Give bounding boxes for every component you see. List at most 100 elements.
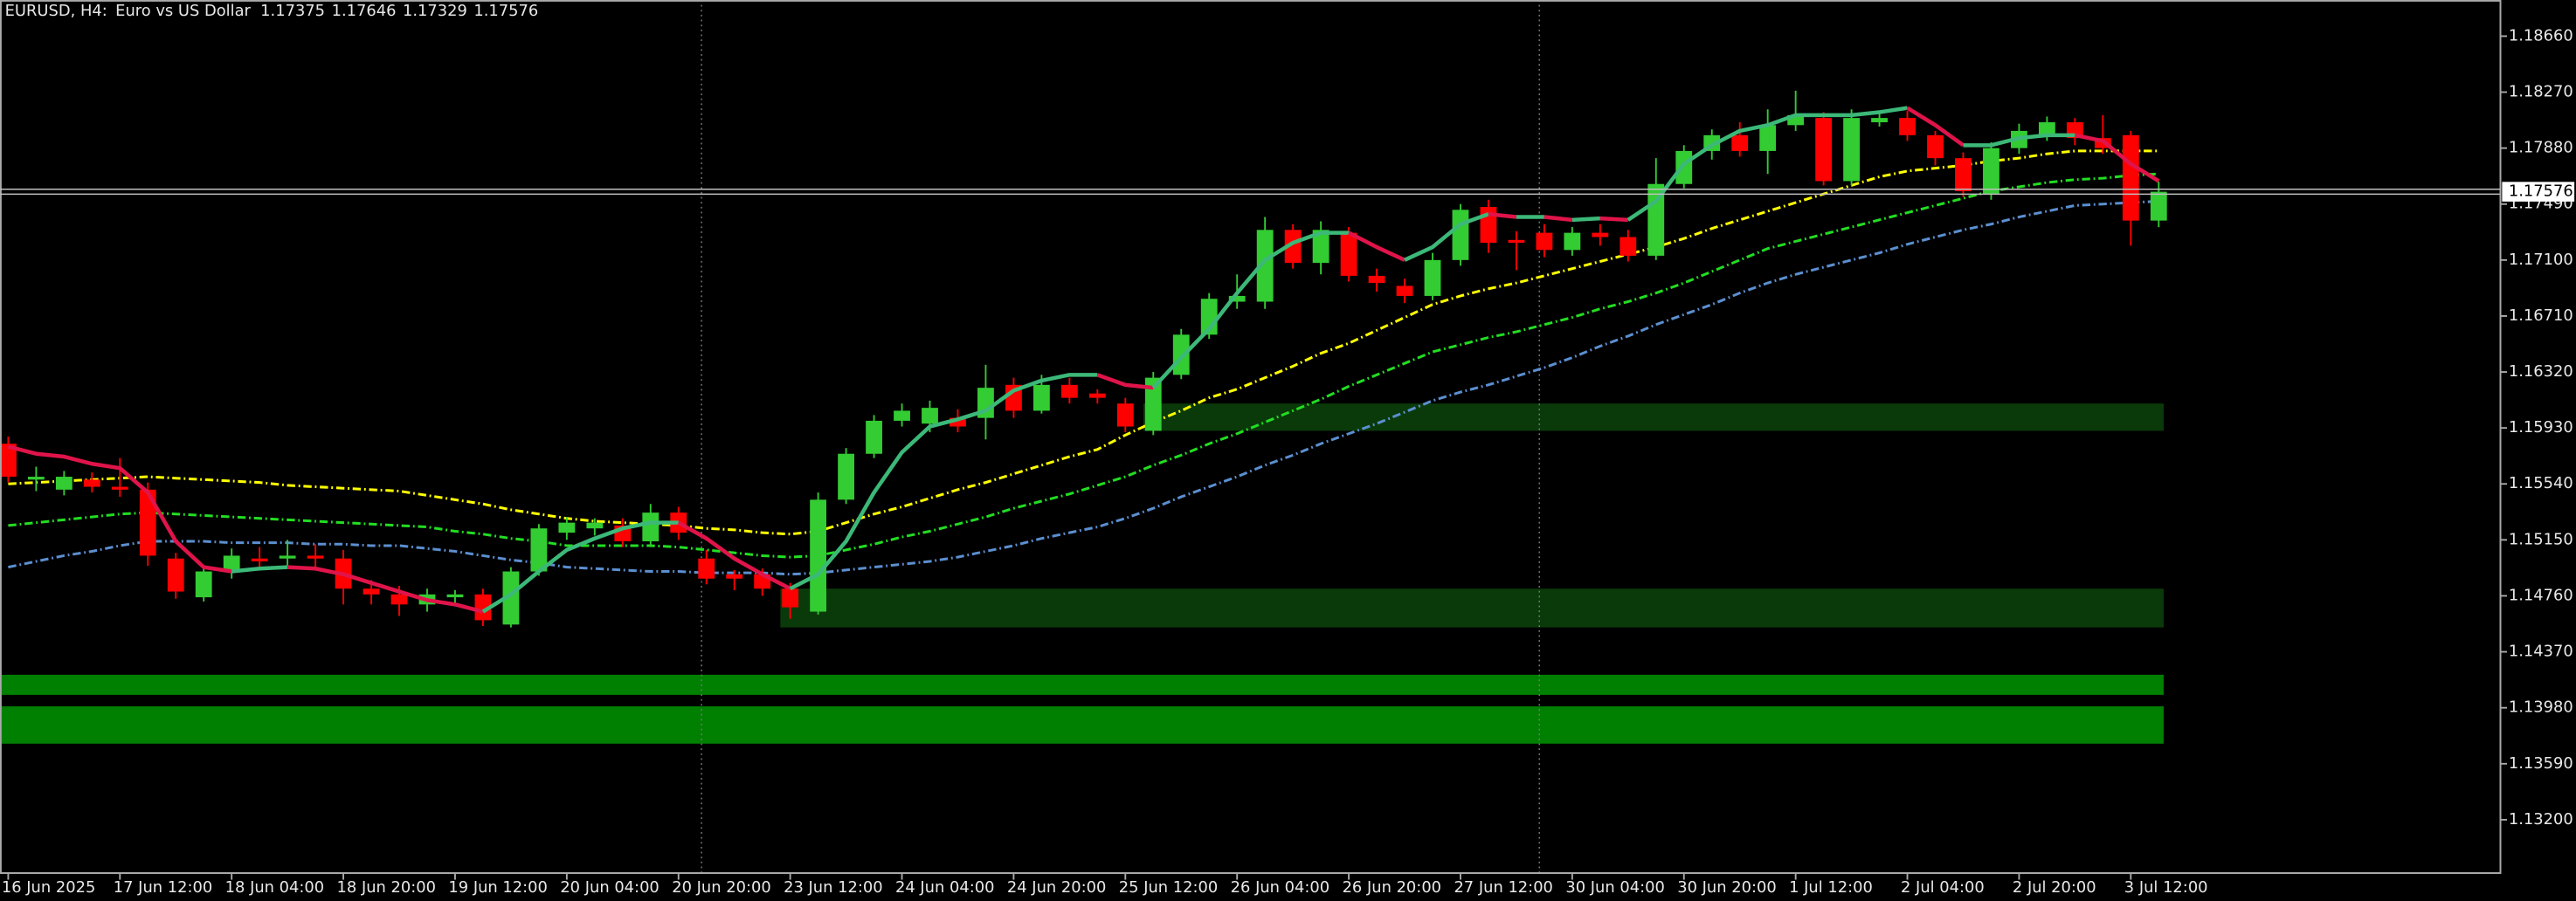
candle-body [502, 571, 520, 625]
candle-body [27, 477, 45, 480]
candle-body [642, 512, 660, 542]
candle-body [558, 522, 576, 533]
candle-body [586, 522, 604, 529]
y-tick-label: 1.15930 [2509, 418, 2573, 437]
candle-body [390, 594, 408, 605]
x-tick-label: 1 Jul 12:00 [1789, 878, 1873, 897]
candle-body [1032, 384, 1050, 411]
fast-line [1963, 133, 2075, 148]
y-tick-label: 1.16320 [2509, 362, 2573, 381]
candle-body [1116, 403, 1134, 427]
moving-average [8, 199, 2159, 576]
y-tick-label: 1.13200 [2509, 810, 2573, 829]
fast-line [789, 373, 1098, 591]
candle-body [838, 453, 854, 500]
x-tick-label: 26 Jun 20:00 [1343, 878, 1441, 897]
x-tick-label: 25 Jun 12:00 [1119, 878, 1218, 897]
x-tick-label: 24 Jun 04:00 [895, 878, 994, 897]
fast-line [481, 520, 679, 614]
candle-body [1871, 118, 1888, 123]
y-tick-label: 1.18660 [2509, 26, 2573, 45]
chart-header: EURUSD, H4: Euro vs US Dollar 1.17375 1.176… [5, 2, 539, 20]
quote-open: 1.17375 [260, 2, 325, 20]
candle-body [1787, 114, 1805, 126]
candle-body [1899, 118, 1916, 135]
fast-line [231, 565, 288, 574]
y-tick-label: 1.15540 [2509, 474, 2573, 492]
candle-body [1619, 237, 1637, 256]
moving-average [8, 172, 2159, 559]
quote-high: 1.17646 [332, 2, 397, 20]
candle-body [1983, 148, 1999, 195]
zone [780, 588, 2164, 628]
fast-line [1599, 216, 1628, 223]
candle-body [195, 571, 212, 598]
x-tick-label: 30 Jun 04:00 [1565, 878, 1664, 897]
x-tick-label: 2 Jul 20:00 [2013, 878, 2096, 897]
fast-line [1544, 215, 1573, 223]
candle-body [1731, 134, 1749, 151]
candle-body [1396, 285, 1413, 296]
candle-body [782, 588, 799, 608]
candle-body [446, 594, 464, 598]
candle-body [251, 558, 268, 562]
fast-line [1488, 211, 1517, 219]
candle-body [866, 420, 882, 454]
quote-low: 1.17329 [403, 2, 467, 20]
candle-body [1228, 295, 1246, 302]
candle-body [1452, 210, 1469, 260]
x-tick-label: 20 Jun 04:00 [560, 878, 659, 897]
y-tick-label: 1.13590 [2509, 754, 2573, 773]
candle-body [1312, 230, 1329, 264]
candle-body [111, 486, 128, 490]
x-tick-label: 17 Jun 12:00 [114, 878, 212, 897]
x-tick-label: 30 Jun 20:00 [1677, 878, 1776, 897]
frame [0, 0, 2502, 874]
candle-body [698, 558, 715, 579]
candle-body [1172, 334, 1190, 375]
candle-body [894, 410, 910, 421]
zone [1, 674, 2164, 695]
candle-body [55, 477, 73, 490]
candle-body [1564, 232, 1581, 251]
x-tick-label: 23 Jun 12:00 [784, 878, 882, 897]
candle-body [363, 588, 380, 595]
candle-body [279, 555, 296, 559]
candle-body [1424, 259, 1441, 296]
fast-line [677, 520, 791, 591]
x-tick-label: 18 Jun 20:00 [337, 878, 436, 897]
zone [1, 706, 2164, 744]
candle-body [1759, 125, 1777, 151]
fast-line [1151, 230, 1350, 389]
candle-body [1256, 230, 1274, 302]
candle-body [1843, 118, 1860, 182]
candle-body [2038, 122, 2055, 135]
candle-body [1927, 134, 1944, 159]
y-tick-label: 1.18270 [2509, 83, 2573, 101]
moving-average [8, 149, 2159, 536]
y-tick-label: 1.16710 [2509, 306, 2573, 325]
fast-line [1906, 106, 1965, 148]
candle-body [1088, 393, 1106, 398]
candle-body [2122, 134, 2139, 221]
candle-body [167, 558, 184, 592]
price-label: 1.17576 [2509, 182, 2573, 201]
candle-body [950, 417, 966, 427]
candle-body [0, 444, 17, 478]
candle-body [810, 499, 827, 612]
x-tick-label: 26 Jun 04:00 [1231, 878, 1329, 897]
candle-body [1340, 232, 1357, 276]
fast-line [1404, 212, 1489, 262]
candle-body [1144, 377, 1162, 431]
fast-line [1348, 230, 1405, 262]
y-tick-label: 1.14760 [2509, 586, 2573, 604]
fast-line [1096, 373, 1154, 390]
y-tick-label: 1.13980 [2509, 698, 2573, 717]
zone [1143, 403, 2164, 431]
x-tick-label: 18 Jun 04:00 [225, 878, 324, 897]
x-tick-label: 2 Jul 04:00 [1901, 878, 1985, 897]
